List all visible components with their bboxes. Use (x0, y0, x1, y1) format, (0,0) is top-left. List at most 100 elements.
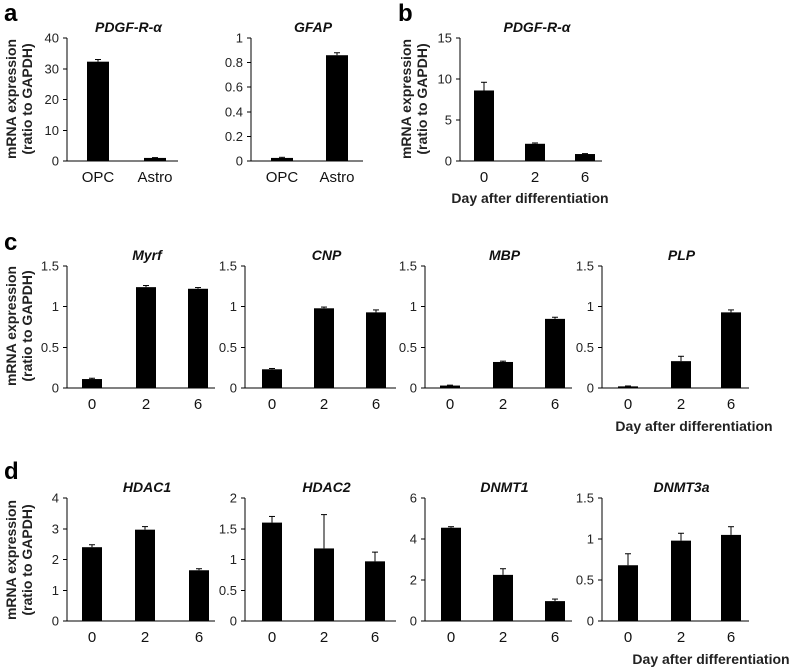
y-tick-label: 10 (45, 123, 59, 138)
bar-0 (82, 379, 102, 388)
bar-6 (575, 154, 595, 161)
y-tick-label: 0.2 (225, 129, 243, 144)
x-category-label: 0 (624, 396, 632, 413)
y-tick-label: 40 (45, 31, 59, 46)
chart-title: DNMT1 (480, 479, 528, 495)
y-tick-label: 1.5 (219, 521, 237, 536)
y-tick-label: 1 (52, 299, 59, 314)
y-axis-title-a: mRNA expression (ratio to GAPDH) (3, 39, 35, 159)
y-tick-label: 0 (230, 381, 237, 396)
bar-OPC (271, 157, 293, 161)
x-category-label: 2 (142, 396, 150, 413)
x-category-label: 0 (268, 629, 276, 646)
x-category-label: 2 (677, 396, 685, 413)
y-axis-title-line1: mRNA expression (3, 266, 19, 386)
y-tick-label: 30 (45, 61, 59, 76)
x-category-label: 6 (195, 629, 203, 646)
y-tick-label: 1.5 (399, 259, 417, 274)
x-category-label: 0 (268, 396, 276, 413)
chart-c3: MBP 0 0.5 1 1.5 0 2 6 (399, 247, 572, 413)
y-tick-label: 1.5 (41, 259, 59, 274)
chart-d3: DNMT1 0 2 4 6 0 2 6 (410, 479, 572, 646)
y-tick-label: 0.5 (576, 573, 594, 588)
x-category-label: 2 (677, 629, 685, 646)
y-tick-label: 0.4 (225, 104, 243, 119)
bar-2 (525, 143, 545, 161)
y-tick-label: 4 (410, 532, 417, 547)
y-tick-label: 0.5 (576, 340, 594, 355)
chart-d2: HDAC2 0 0.5 1 1.5 2 0 2 6 (219, 479, 396, 646)
x-category-label: 2 (499, 396, 507, 413)
y-tick-label: 0 (587, 381, 594, 396)
y-axis-title-line2: (ratio to GAPDH) (19, 43, 35, 154)
bar-2 (136, 287, 156, 388)
x-category-label: 2 (499, 629, 507, 646)
y-axis-title-line1: mRNA expression (3, 39, 19, 159)
chart-title: PDGF-R-α (95, 19, 163, 35)
y-axis-title-c: mRNA expression (ratio to GAPDH) (3, 266, 35, 386)
panel-label-b: b (398, 0, 413, 27)
chart-c1: Myrf 0 0.5 1 1.5 0 2 6 (41, 247, 215, 413)
bar-6 (189, 570, 209, 621)
bar-6 (545, 318, 565, 388)
x-category-label: 6 (194, 396, 202, 413)
x-category-label: 6 (727, 629, 735, 646)
y-axis-title-d: mRNA expression (ratio to GAPDH) (3, 500, 35, 620)
bar-6 (188, 288, 208, 388)
panel-label-c: c (4, 229, 17, 256)
y-tick-label: 0 (410, 614, 417, 629)
y-tick-label: 1 (587, 532, 594, 547)
y-tick-label: 1.5 (576, 491, 594, 506)
bar-0 (474, 90, 494, 161)
x-category-label: 2 (320, 396, 328, 413)
y-tick-label: 1 (236, 31, 243, 46)
y-tick-label: 0 (230, 614, 237, 629)
x-category-label: 6 (551, 629, 559, 646)
y-axis-title-line2: (ratio to GAPDH) (19, 504, 35, 615)
bar-6 (545, 601, 565, 621)
x-category-label: 0 (624, 629, 632, 646)
bar-0 (618, 565, 638, 621)
x-axis-title: Day after differentiation (615, 418, 772, 434)
chart-title: DNMT3a (653, 479, 709, 495)
y-tick-label: 0 (410, 381, 417, 396)
bar-2 (493, 574, 513, 621)
chart-title: HDAC2 (302, 479, 350, 495)
y-tick-label: 5 (445, 113, 452, 128)
bar-0 (441, 527, 461, 621)
x-category-label: Astro (137, 169, 172, 186)
y-tick-label: 0.5 (219, 583, 237, 598)
y-tick-label: 0 (587, 614, 594, 629)
y-tick-label: 1 (230, 299, 237, 314)
x-category-label: 0 (480, 169, 488, 186)
x-category-label: 0 (88, 629, 96, 646)
chart-c4: PLP 0 0.5 1 1.5 0 2 6 Day after differentiation (576, 247, 773, 434)
x-category-label: Astro (319, 169, 354, 186)
y-tick-label: 15 (438, 31, 452, 46)
bar-2 (493, 361, 513, 388)
x-category-label: 0 (88, 396, 96, 413)
x-category-label: OPC (82, 169, 115, 186)
bar-0 (262, 369, 282, 388)
x-category-label: OPC (266, 169, 299, 186)
y-tick-label: 0.5 (399, 340, 417, 355)
y-tick-label: 1.5 (219, 259, 237, 274)
y-tick-label: 1 (410, 299, 417, 314)
bar-Astro (144, 157, 166, 161)
y-tick-label: 1 (587, 299, 594, 314)
chart-title: MBP (489, 247, 521, 263)
y-axis-title-line1: mRNA expression (3, 500, 19, 620)
y-tick-label: 0.6 (225, 80, 243, 95)
y-tick-label: 1 (230, 552, 237, 567)
y-tick-label: 20 (45, 92, 59, 107)
y-axis-title-b: mRNA expression (ratio to GAPDH) (398, 39, 430, 159)
bar-2 (671, 361, 691, 388)
chart-c2: CNP 0 0.5 1 1.5 0 2 6 (219, 247, 396, 413)
y-tick-label: 0.8 (225, 55, 243, 70)
bar-2 (314, 308, 334, 388)
y-tick-label: 4 (52, 491, 59, 506)
y-tick-label: 0 (52, 154, 59, 169)
panel-label-d: d (4, 458, 19, 485)
chart-d4: DNMT3a 0 0.5 1 1.5 0 2 6 Day after differentiati… (576, 479, 790, 667)
